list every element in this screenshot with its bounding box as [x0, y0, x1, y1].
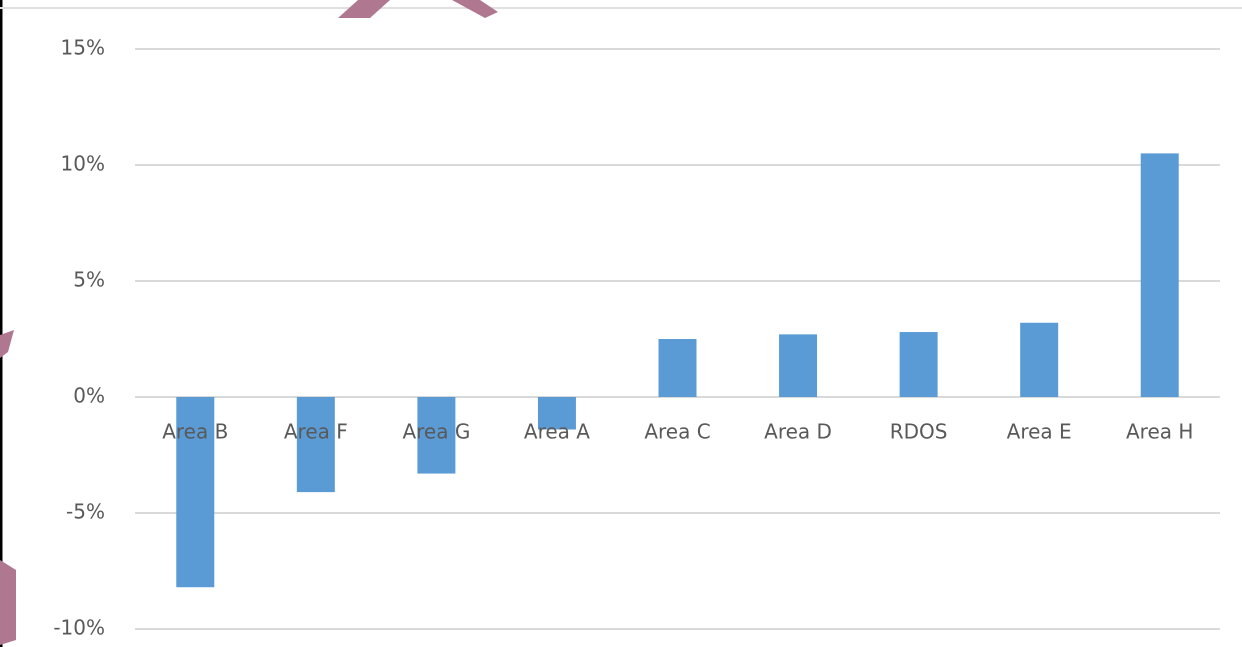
bar	[779, 334, 818, 397]
x-tick-label: Area B	[162, 420, 228, 444]
bar	[899, 332, 938, 397]
decoration	[0, 330, 14, 358]
y-tick-label: -10%	[53, 616, 105, 640]
x-tick-label: Area H	[1126, 420, 1193, 444]
x-tick-label: Area A	[524, 420, 590, 444]
bar	[296, 397, 335, 493]
y-tick-label: 0%	[73, 384, 105, 408]
y-tick-label: 10%	[61, 152, 105, 176]
y-tick-label: -5%	[66, 500, 105, 524]
x-tick-label: Area D	[764, 420, 832, 444]
decoration	[338, 0, 390, 18]
bar	[658, 339, 697, 397]
x-tick-label: RDOS	[890, 420, 948, 444]
bar	[417, 397, 456, 474]
bar	[176, 397, 215, 588]
bar	[1140, 153, 1179, 397]
decoration	[0, 560, 16, 645]
bar	[1020, 322, 1059, 397]
x-tick-label: Area E	[1007, 420, 1072, 444]
x-tick-label: Area C	[644, 420, 710, 444]
y-tick-label: 5%	[73, 268, 105, 292]
x-tick-label: Area F	[284, 420, 348, 444]
y-tick-label: 15%	[61, 36, 105, 60]
bar	[537, 397, 576, 430]
decoration	[452, 0, 498, 18]
x-tick-label: Area G	[402, 420, 470, 444]
